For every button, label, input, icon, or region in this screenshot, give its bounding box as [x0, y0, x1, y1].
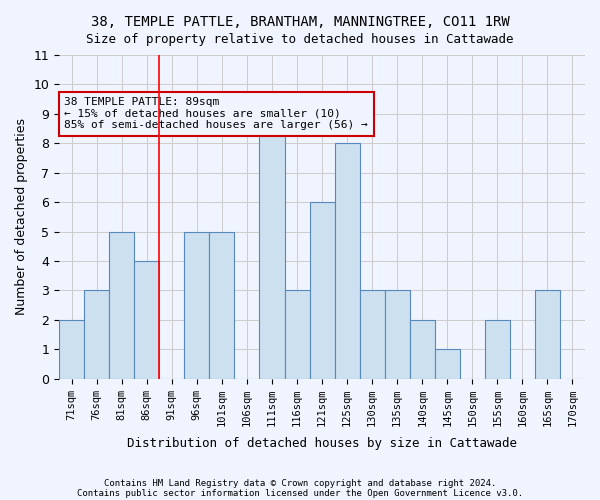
- Y-axis label: Number of detached properties: Number of detached properties: [15, 118, 28, 316]
- Text: 38 TEMPLE PATTLE: 89sqm
← 15% of detached houses are smaller (10)
85% of semi-de: 38 TEMPLE PATTLE: 89sqm ← 15% of detache…: [64, 97, 368, 130]
- Bar: [359, 290, 385, 378]
- Text: 38, TEMPLE PATTLE, BRANTHAM, MANNINGTREE, CO11 1RW: 38, TEMPLE PATTLE, BRANTHAM, MANNINGTREE…: [91, 15, 509, 29]
- Bar: [84, 290, 109, 378]
- Text: Contains HM Land Registry data © Crown copyright and database right 2024.: Contains HM Land Registry data © Crown c…: [104, 478, 496, 488]
- Text: Size of property relative to detached houses in Cattawade: Size of property relative to detached ho…: [86, 32, 514, 46]
- X-axis label: Distribution of detached houses by size in Cattawade: Distribution of detached houses by size …: [127, 437, 517, 450]
- Bar: [109, 232, 134, 378]
- Bar: [259, 114, 284, 378]
- Bar: [310, 202, 335, 378]
- Bar: [410, 320, 435, 378]
- Bar: [385, 290, 410, 378]
- Bar: [485, 320, 510, 378]
- Bar: [59, 320, 84, 378]
- Bar: [134, 261, 160, 378]
- Text: Contains public sector information licensed under the Open Government Licence v3: Contains public sector information licen…: [77, 488, 523, 498]
- Bar: [284, 290, 310, 378]
- Bar: [209, 232, 235, 378]
- Bar: [535, 290, 560, 378]
- Bar: [435, 349, 460, 378]
- Bar: [335, 144, 359, 378]
- Bar: [184, 232, 209, 378]
